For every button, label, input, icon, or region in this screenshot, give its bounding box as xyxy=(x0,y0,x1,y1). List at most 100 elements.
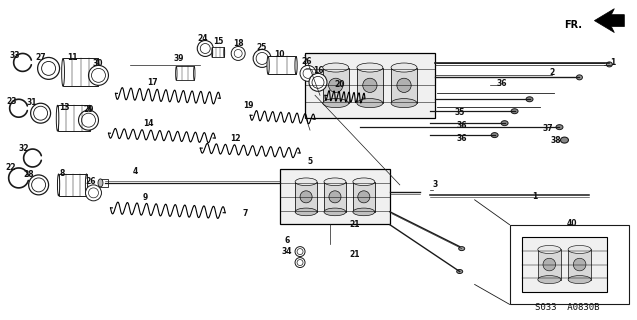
Circle shape xyxy=(295,258,305,268)
Bar xyxy=(323,68,348,103)
Circle shape xyxy=(78,110,99,130)
Text: 36: 36 xyxy=(457,133,467,143)
Ellipse shape xyxy=(85,174,88,196)
Text: 7: 7 xyxy=(243,209,248,218)
Bar xyxy=(357,68,383,103)
Circle shape xyxy=(31,103,50,123)
Text: 10: 10 xyxy=(274,50,284,59)
Ellipse shape xyxy=(457,269,462,274)
Bar xyxy=(57,105,90,131)
Circle shape xyxy=(85,185,101,201)
Ellipse shape xyxy=(568,245,591,253)
Ellipse shape xyxy=(295,208,317,216)
Ellipse shape xyxy=(295,178,317,186)
Text: 21: 21 xyxy=(350,220,360,229)
Ellipse shape xyxy=(176,67,177,80)
Text: 23: 23 xyxy=(6,97,17,106)
Ellipse shape xyxy=(526,97,533,102)
Bar xyxy=(268,56,296,74)
Text: 11: 11 xyxy=(68,53,78,62)
Ellipse shape xyxy=(357,99,383,108)
Ellipse shape xyxy=(295,56,297,74)
Ellipse shape xyxy=(501,121,508,126)
Ellipse shape xyxy=(324,208,346,216)
Bar xyxy=(280,170,390,224)
Ellipse shape xyxy=(353,208,375,216)
Text: 27: 27 xyxy=(35,53,46,62)
Circle shape xyxy=(543,258,555,271)
Circle shape xyxy=(231,46,245,60)
Circle shape xyxy=(29,175,48,195)
Text: 14: 14 xyxy=(143,119,154,128)
Ellipse shape xyxy=(391,99,417,108)
Ellipse shape xyxy=(561,137,568,143)
Text: 40: 40 xyxy=(566,219,576,228)
Circle shape xyxy=(297,249,303,255)
Text: 22: 22 xyxy=(6,164,16,172)
Bar xyxy=(305,53,434,118)
Ellipse shape xyxy=(224,47,225,58)
Text: S033  A0830B: S033 A0830B xyxy=(534,303,599,312)
Circle shape xyxy=(34,106,48,120)
Bar xyxy=(101,179,108,187)
Ellipse shape xyxy=(98,179,103,187)
Text: 3: 3 xyxy=(432,180,438,189)
Ellipse shape xyxy=(568,276,591,284)
Polygon shape xyxy=(594,9,624,33)
Ellipse shape xyxy=(606,62,612,67)
Ellipse shape xyxy=(56,105,59,131)
Bar xyxy=(510,225,629,304)
Circle shape xyxy=(362,78,377,92)
Ellipse shape xyxy=(576,75,582,80)
Circle shape xyxy=(329,191,341,203)
Text: 39: 39 xyxy=(173,54,183,63)
Bar xyxy=(353,182,375,212)
Circle shape xyxy=(38,58,60,79)
Circle shape xyxy=(329,78,343,92)
Circle shape xyxy=(295,247,305,257)
Bar xyxy=(295,182,317,212)
Text: 12: 12 xyxy=(230,133,240,143)
Ellipse shape xyxy=(57,174,60,196)
Text: 37: 37 xyxy=(542,124,553,132)
Ellipse shape xyxy=(324,178,346,186)
Bar xyxy=(522,237,607,292)
Circle shape xyxy=(573,258,586,271)
Text: 24: 24 xyxy=(197,34,208,43)
Text: 38: 38 xyxy=(550,136,561,145)
Text: 16: 16 xyxy=(313,66,323,75)
Bar xyxy=(538,250,561,280)
Circle shape xyxy=(397,78,411,92)
Circle shape xyxy=(82,113,96,127)
Text: 8: 8 xyxy=(60,169,65,179)
Circle shape xyxy=(32,178,46,192)
Ellipse shape xyxy=(556,125,563,130)
Bar xyxy=(391,68,417,103)
Text: 13: 13 xyxy=(59,103,70,112)
Text: 26: 26 xyxy=(302,57,312,66)
Text: 19: 19 xyxy=(243,101,254,110)
Ellipse shape xyxy=(88,105,91,131)
Circle shape xyxy=(253,50,271,68)
Ellipse shape xyxy=(62,59,64,86)
Text: 5: 5 xyxy=(308,157,313,166)
Circle shape xyxy=(297,260,303,266)
Bar xyxy=(63,59,98,86)
Ellipse shape xyxy=(491,132,498,138)
Ellipse shape xyxy=(194,67,195,80)
Circle shape xyxy=(89,188,99,198)
Circle shape xyxy=(92,68,106,82)
Text: 21: 21 xyxy=(350,250,360,259)
Text: 18: 18 xyxy=(233,39,243,48)
Text: 1: 1 xyxy=(532,192,537,201)
Text: 32: 32 xyxy=(18,144,29,153)
Circle shape xyxy=(300,65,316,81)
Circle shape xyxy=(303,68,313,78)
Circle shape xyxy=(309,73,327,91)
Text: 29: 29 xyxy=(83,105,94,114)
Text: 31: 31 xyxy=(26,98,37,107)
Text: 36: 36 xyxy=(457,121,467,130)
Bar xyxy=(324,182,346,212)
Text: 28: 28 xyxy=(24,171,34,180)
Text: 36: 36 xyxy=(496,79,507,88)
